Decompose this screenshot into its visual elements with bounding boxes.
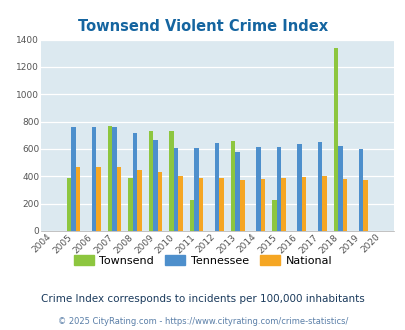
Bar <box>321 176 326 231</box>
Bar <box>230 141 235 231</box>
Bar <box>92 127 96 231</box>
Bar <box>337 146 342 231</box>
Bar <box>280 178 285 231</box>
Bar <box>149 130 153 231</box>
Bar <box>301 177 305 231</box>
Bar <box>153 140 158 231</box>
Bar <box>198 178 203 231</box>
Bar <box>128 178 132 231</box>
Bar <box>190 200 194 231</box>
Bar <box>178 176 183 231</box>
Bar <box>271 200 276 231</box>
Bar <box>137 170 141 231</box>
Bar <box>358 149 362 231</box>
Bar <box>219 178 224 231</box>
Bar <box>158 172 162 231</box>
Text: © 2025 CityRating.com - https://www.cityrating.com/crime-statistics/: © 2025 CityRating.com - https://www.city… <box>58 317 347 326</box>
Bar <box>169 130 173 231</box>
Text: Crime Index corresponds to incidents per 100,000 inhabitants: Crime Index corresponds to incidents per… <box>41 294 364 304</box>
Bar <box>75 167 80 231</box>
Bar <box>66 178 71 231</box>
Bar <box>235 152 239 231</box>
Bar <box>71 127 75 231</box>
Bar <box>96 167 100 231</box>
Bar <box>173 148 178 231</box>
Bar <box>117 167 121 231</box>
Bar <box>107 126 112 231</box>
Bar <box>132 133 137 231</box>
Bar <box>260 179 264 231</box>
Bar <box>112 127 117 231</box>
Bar <box>214 143 219 231</box>
Bar <box>296 144 301 231</box>
Bar <box>276 147 280 231</box>
Bar <box>362 180 367 231</box>
Bar <box>333 48 337 231</box>
Bar <box>239 180 244 231</box>
Text: Townsend Violent Crime Index: Townsend Violent Crime Index <box>78 19 327 34</box>
Bar <box>317 142 321 231</box>
Bar <box>256 147 260 231</box>
Bar <box>342 179 346 231</box>
Legend: Townsend, Tennessee, National: Townsend, Tennessee, National <box>69 250 336 270</box>
Bar <box>194 148 198 231</box>
